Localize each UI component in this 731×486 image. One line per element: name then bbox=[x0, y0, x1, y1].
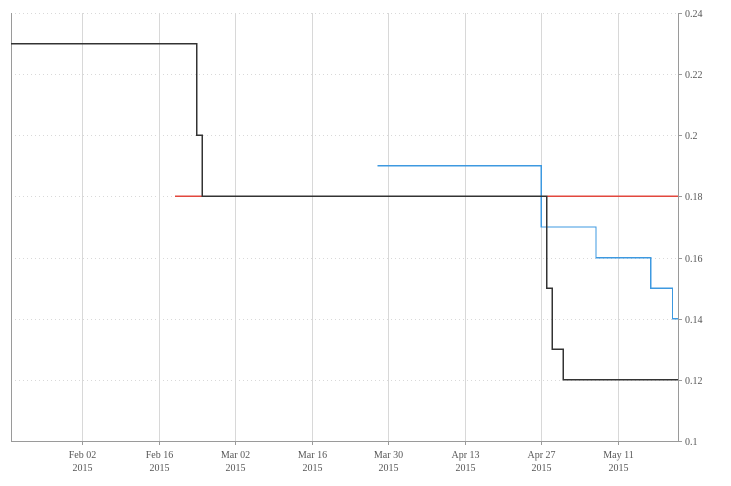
x-tick-year-label: 2015 bbox=[150, 463, 170, 474]
y-tick-label: 0.1 bbox=[685, 437, 698, 448]
y-tick-labels: 0.1 0.12 0.14 0.16 0.18 0.2 0.22 0.24 bbox=[685, 9, 703, 448]
series-layer bbox=[11, 42, 678, 381]
x-tick-labels: Feb 02 2015 Feb 16 2015 Mar 02 2015 Mar 16 2015… bbox=[69, 450, 634, 474]
grid-layer bbox=[11, 13, 678, 441]
x-tick-year-label: 2015 bbox=[303, 463, 323, 474]
y-tick-label: 0.12 bbox=[685, 376, 703, 387]
y-tick-label: 0.24 bbox=[685, 9, 703, 20]
x-tick-label: Mar 30 bbox=[374, 450, 403, 461]
x-tick-year-label: 2015 bbox=[609, 463, 629, 474]
series-line-3 bbox=[11, 42, 678, 381]
y-tick-label: 0.16 bbox=[685, 254, 703, 265]
x-tick-year-label: 2015 bbox=[532, 463, 552, 474]
axis-layer bbox=[11, 13, 682, 445]
y-tick-label: 0.2 bbox=[685, 131, 698, 142]
x-tick-label: Feb 02 bbox=[69, 450, 97, 461]
x-tick-label: May 11 bbox=[603, 450, 633, 461]
x-tick-label: Feb 16 bbox=[146, 450, 174, 461]
y-tick-label: 0.14 bbox=[685, 315, 703, 326]
x-tick-year-label: 2015 bbox=[226, 463, 246, 474]
x-tick-year-label: 2015 bbox=[456, 463, 476, 474]
series-line-2 bbox=[377, 165, 678, 320]
x-tick-year-label: 2015 bbox=[73, 463, 93, 474]
x-tick-label: Mar 16 bbox=[298, 450, 327, 461]
x-tick-year-label: 2015 bbox=[379, 463, 399, 474]
x-tick-label: Apr 13 bbox=[451, 450, 479, 461]
y-tick-label: 0.22 bbox=[685, 70, 703, 81]
x-tick-label: Apr 27 bbox=[527, 450, 555, 461]
y-tick-label: 0.18 bbox=[685, 192, 703, 203]
x-tick-label: Mar 02 bbox=[221, 450, 250, 461]
